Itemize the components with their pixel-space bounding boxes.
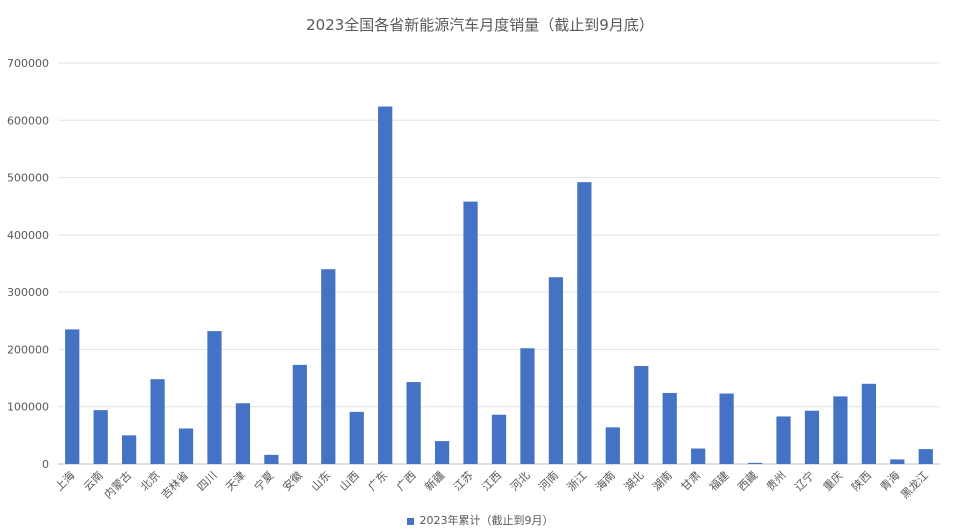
bar-北京: [150, 379, 165, 464]
x-tick-label: 浙江: [565, 469, 590, 494]
x-tick-label: 黑龙江: [898, 469, 931, 502]
x-tick-label: 海南: [592, 468, 617, 493]
bar-天津: [235, 403, 251, 464]
y-tick-label: 0: [42, 458, 49, 471]
legend-label: 2023年累计（截止到9月）: [419, 514, 554, 527]
bar-重庆: [833, 396, 848, 464]
bar-广东: [378, 106, 393, 464]
bar-上海: [65, 329, 80, 464]
chart-title: 2023全国各省新能源汽车月度销量（截止到9月底）: [306, 16, 654, 34]
x-tick-label: 天津: [223, 469, 248, 494]
x-tick-label: 四川: [195, 469, 220, 494]
bar-辽宁: [804, 410, 820, 464]
x-tick-label: 吉林省: [158, 468, 191, 501]
x-tick-label: 北京: [137, 468, 162, 493]
legend: 2023年累计（截止到9月）: [0, 512, 960, 528]
x-tick-label: 贵州: [764, 469, 789, 494]
bar-湖北: [634, 366, 649, 464]
bar-山西: [349, 411, 364, 464]
gridlines: [58, 62, 940, 465]
bar-江苏: [463, 201, 478, 465]
y-tick-label: 700000: [7, 57, 49, 70]
x-tick-label: 安徽: [280, 468, 305, 493]
x-tick-label: 新疆: [422, 468, 447, 493]
x-tick-label: 河北: [508, 469, 533, 494]
x-tick-label: 宁夏: [251, 468, 276, 493]
x-tick-label: 西藏: [735, 469, 760, 494]
bar-陕西: [861, 383, 876, 464]
x-tick-label: 内蒙古: [101, 468, 134, 501]
bar-宁夏: [264, 454, 279, 464]
x-tick-label: 湖北: [622, 469, 647, 494]
x-tick-label: 江西: [479, 469, 504, 494]
bar-吉林省: [178, 428, 194, 464]
legend-swatch: [406, 517, 414, 525]
y-tick-label: 400000: [7, 229, 49, 242]
bar-安徽: [292, 364, 307, 464]
bar-福建: [719, 393, 734, 464]
x-tick-label: 山东: [309, 469, 334, 494]
x-tick-label: 辽宁: [792, 468, 817, 493]
x-tick-label: 福建: [706, 468, 731, 493]
y-tick-label: 600000: [7, 114, 49, 127]
bar-黑龙江: [918, 449, 933, 464]
bar-西藏: [747, 462, 763, 464]
bar-贵州: [776, 416, 791, 464]
x-tick-label: 重庆: [820, 468, 845, 493]
bar-河南: [548, 277, 564, 464]
y-tick-label: 300000: [7, 286, 49, 299]
bar-内蒙古: [122, 435, 137, 464]
x-tick-label: 广西: [394, 469, 419, 494]
x-tick-label: 江苏: [451, 469, 476, 494]
x-tick-label: 山西: [337, 469, 362, 494]
x-tick-label: 河南: [536, 469, 561, 494]
bar-甘肃: [691, 448, 706, 464]
x-tick-label: 青海: [877, 468, 902, 493]
bar-新疆: [434, 441, 450, 464]
x-tick-label: 湖南: [650, 469, 675, 494]
bar-浙江: [577, 182, 592, 464]
bar-湖南: [662, 392, 677, 464]
bar-河北: [520, 348, 535, 464]
y-tick-label: 500000: [7, 172, 49, 185]
bar-四川: [207, 331, 222, 464]
x-tick-label: 上海: [52, 468, 77, 493]
x-tick-label: 甘肃: [679, 469, 704, 494]
bars: [65, 106, 933, 465]
bar-海南: [605, 427, 620, 464]
x-tick-label: 云南: [81, 469, 106, 494]
bar-青海: [890, 459, 905, 464]
y-tick-label: 200000: [7, 343, 49, 356]
y-tick-label: 100000: [7, 401, 49, 414]
bar-云南: [93, 410, 108, 464]
x-tick-label: 广东: [366, 469, 391, 494]
y-axis-ticks: 0 100000 200000 300000 400000 500000 600000 700…: [7, 57, 49, 471]
bar-江西: [491, 414, 507, 464]
bar-山东: [321, 269, 336, 464]
bar-广西: [406, 382, 421, 464]
x-tick-label: 陕西: [849, 468, 874, 493]
